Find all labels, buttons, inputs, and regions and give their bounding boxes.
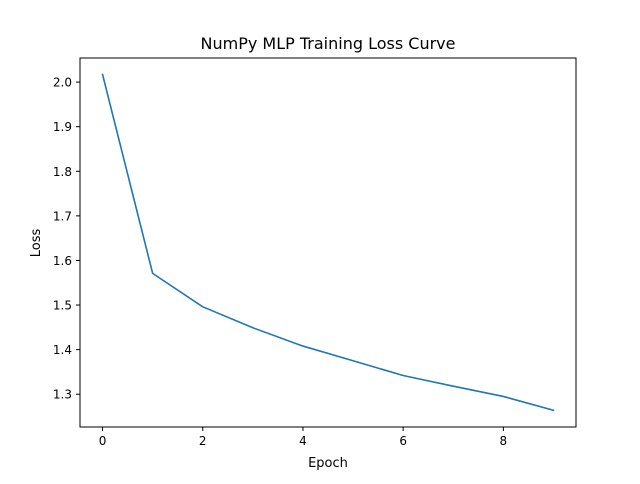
x-tick-label: 0 <box>99 434 107 448</box>
y-tick-label: 1.4 <box>53 343 72 357</box>
plot-frame <box>79 57 577 428</box>
y-tick-label: 1.9 <box>53 120 72 134</box>
y-tick-label: 1.7 <box>53 209 72 223</box>
x-tick-label: 6 <box>399 434 407 448</box>
y-tick-label: 1.8 <box>53 165 72 179</box>
x-tick-label: 8 <box>500 434 508 448</box>
chart-title: NumPy MLP Training Loss Curve <box>201 34 456 53</box>
y-tick-label: 1.5 <box>53 299 72 313</box>
x-axis-ticks: 0 2 4 6 8 <box>99 427 507 448</box>
x-tick-label: 4 <box>299 434 307 448</box>
x-axis-label: Epoch <box>308 456 348 471</box>
y-axis-label: Loss <box>29 229 44 258</box>
y-axis-ticks: 1.3 1.4 1.5 1.6 1.7 1.8 1.9 2.0 <box>53 76 80 402</box>
y-tick-label: 2.0 <box>53 76 72 90</box>
series-line <box>101 73 555 412</box>
x-tick-label: 2 <box>199 434 207 448</box>
y-tick-label: 1.3 <box>53 388 72 402</box>
series-layer <box>101 73 555 412</box>
y-tick-label: 1.6 <box>53 254 72 268</box>
